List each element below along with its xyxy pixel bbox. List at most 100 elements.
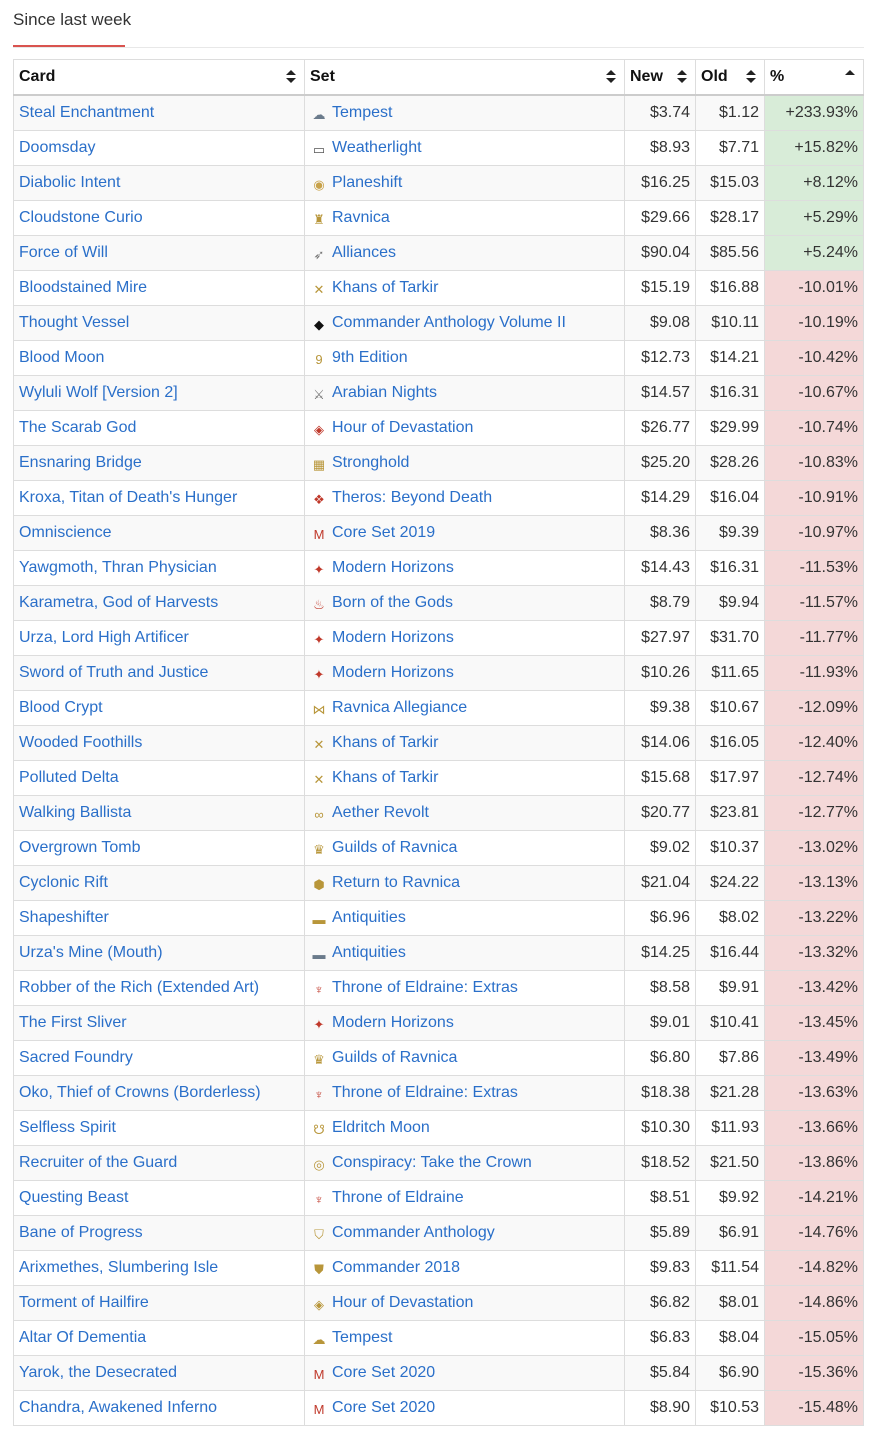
card-link[interactable]: Diabolic Intent [19, 174, 121, 191]
card-link[interactable]: Shapeshifter [19, 909, 109, 926]
card-link[interactable]: Torment of Hailfire [19, 1294, 149, 1311]
ravnica-icon: ♜ [313, 212, 325, 227]
column-header-new[interactable]: New [624, 59, 696, 96]
card-link[interactable]: Yarok, the Desecrated [19, 1364, 178, 1381]
card-link[interactable]: The First Sliver [19, 1014, 127, 1031]
percent-change: +5.29% [764, 200, 864, 236]
set-link[interactable]: Modern Horizons [332, 629, 454, 646]
card-link[interactable]: Urza's Mine (Mouth) [19, 944, 163, 961]
set-link[interactable]: Hour of Devastation [332, 1294, 474, 1311]
set-link[interactable]: Core Set 2019 [332, 524, 436, 541]
set-link[interactable]: Aether Revolt [332, 804, 429, 821]
card-link[interactable]: Bloodstained Mire [19, 279, 148, 296]
card-link[interactable]: Doomsday [19, 139, 96, 156]
card-cell: Altar Of Dementia [13, 1320, 305, 1356]
set-link[interactable]: Tempest [332, 104, 393, 121]
percent-change: -10.91% [764, 480, 864, 516]
card-link[interactable]: Force of Will [19, 244, 108, 261]
set-link[interactable]: Tempest [332, 1329, 393, 1346]
card-link[interactable]: Thought Vessel [19, 314, 130, 331]
column-header-card[interactable]: Card [13, 59, 305, 96]
set-link[interactable]: Khans of Tarkir [332, 734, 439, 751]
card-link[interactable]: Wyluli Wolf [Version 2] [19, 384, 178, 401]
set-cell: ◎ Conspiracy: Take the Crown [304, 1145, 625, 1181]
set-link[interactable]: Ravnica Allegiance [332, 699, 468, 716]
column-header-percent[interactable]: % [764, 59, 864, 96]
card-link[interactable]: Steal Enchantment [19, 104, 155, 121]
set-link[interactable]: Commander 2018 [332, 1259, 461, 1276]
title-underline [13, 45, 125, 47]
set-link[interactable]: 9th Edition [332, 349, 408, 366]
set-link[interactable]: Eldritch Moon [332, 1119, 430, 1136]
card-link[interactable]: Oko, Thief of Crowns (Borderless) [19, 1084, 261, 1101]
set-link[interactable]: Commander Anthology [332, 1224, 495, 1241]
card-link[interactable]: Ensnaring Bridge [19, 454, 142, 471]
set-cell: ♆ Throne of Eldraine: Extras [304, 970, 625, 1006]
old-price: $16.05 [695, 725, 765, 761]
set-link[interactable]: Throne of Eldraine [332, 1189, 464, 1206]
set-link[interactable]: Planeshift [332, 174, 403, 191]
column-header-old[interactable]: Old [695, 59, 765, 96]
card-link[interactable]: Walking Ballista [19, 804, 132, 821]
set-link[interactable]: Stronghold [332, 454, 410, 471]
set-link[interactable]: Weatherlight [332, 139, 422, 156]
card-link[interactable]: Wooded Foothills [19, 734, 143, 751]
set-link[interactable]: Core Set 2020 [332, 1399, 436, 1416]
set-link[interactable]: Khans of Tarkir [332, 769, 439, 786]
card-link[interactable]: Sword of Truth and Justice [19, 664, 209, 681]
percent-change: -15.48% [764, 1390, 864, 1426]
set-link[interactable]: Throne of Eldraine: Extras [332, 1084, 518, 1101]
set-link[interactable]: Born of the Gods [332, 594, 453, 611]
set-link[interactable]: Guilds of Ravnica [332, 839, 458, 856]
set-link[interactable]: Arabian Nights [332, 384, 437, 401]
card-link[interactable]: Karametra, God of Harvests [19, 594, 219, 611]
theros-beyond-death-icon: ❖ [313, 492, 325, 507]
sort-ascending-icon [845, 70, 855, 84]
card-link[interactable]: Yawgmoth, Thran Physician [19, 559, 217, 576]
card-cell: Bloodstained Mire [13, 270, 305, 306]
card-link[interactable]: Blood Crypt [19, 699, 103, 716]
set-link[interactable]: Throne of Eldraine: Extras [332, 979, 518, 996]
card-link[interactable]: Kroxa, Titan of Death's Hunger [19, 489, 238, 506]
old-price: $16.88 [695, 270, 765, 306]
set-link[interactable]: Ravnica [332, 209, 390, 226]
card-link[interactable]: Cyclonic Rift [19, 874, 108, 891]
card-link[interactable]: Robber of the Rich (Extended Art) [19, 979, 260, 996]
card-link[interactable]: Bane of Progress [19, 1224, 143, 1241]
set-link[interactable]: Core Set 2020 [332, 1364, 436, 1381]
card-link[interactable]: Urza, Lord High Artificer [19, 629, 189, 646]
card-link[interactable]: Questing Beast [19, 1189, 129, 1206]
card-link[interactable]: Cloudstone Curio [19, 209, 143, 226]
column-header-set[interactable]: Set [304, 59, 625, 96]
old-price: $17.97 [695, 760, 765, 796]
set-link[interactable]: Guilds of Ravnica [332, 1049, 458, 1066]
set-link[interactable]: Hour of Devastation [332, 419, 474, 436]
set-link[interactable]: Theros: Beyond Death [332, 489, 493, 506]
card-link[interactable]: Chandra, Awakened Inferno [19, 1399, 218, 1416]
card-link[interactable]: The Scarab God [19, 419, 137, 436]
card-link[interactable]: Arixmethes, Slumbering Isle [19, 1259, 219, 1276]
set-link[interactable]: Khans of Tarkir [332, 279, 439, 296]
card-link[interactable]: Overgrown Tomb [19, 839, 141, 856]
table-row: Sacred Foundry ♛ Guilds of Ravnica $6.80 $7.… [13, 1040, 864, 1076]
set-link[interactable]: Alliances [332, 244, 397, 261]
old-price: $21.28 [695, 1075, 765, 1111]
card-link[interactable]: Omniscience [19, 524, 112, 541]
set-link[interactable]: Conspiracy: Take the Crown [332, 1154, 532, 1171]
card-link[interactable]: Recruiter of the Guard [19, 1154, 178, 1171]
card-link[interactable]: Sacred Foundry [19, 1049, 133, 1066]
set-cell: ◈ Hour of Devastation [304, 410, 625, 446]
card-link[interactable]: Altar Of Dementia [19, 1329, 147, 1346]
set-link[interactable]: Return to Ravnica [332, 874, 461, 891]
card-link[interactable]: Selfless Spirit [19, 1119, 116, 1136]
card-cell: Steal Enchantment [13, 94, 305, 131]
set-link[interactable]: Antiquities [332, 909, 406, 926]
set-link[interactable]: Commander Anthology Volume II [332, 314, 566, 331]
card-link[interactable]: Blood Moon [19, 349, 105, 366]
set-link[interactable]: Modern Horizons [332, 664, 454, 681]
set-link[interactable]: Modern Horizons [332, 559, 454, 576]
set-link[interactable]: Modern Horizons [332, 1014, 454, 1031]
card-link[interactable]: Polluted Delta [19, 769, 119, 786]
card-cell: Karametra, God of Harvests [13, 585, 305, 621]
set-link[interactable]: Antiquities [332, 944, 406, 961]
